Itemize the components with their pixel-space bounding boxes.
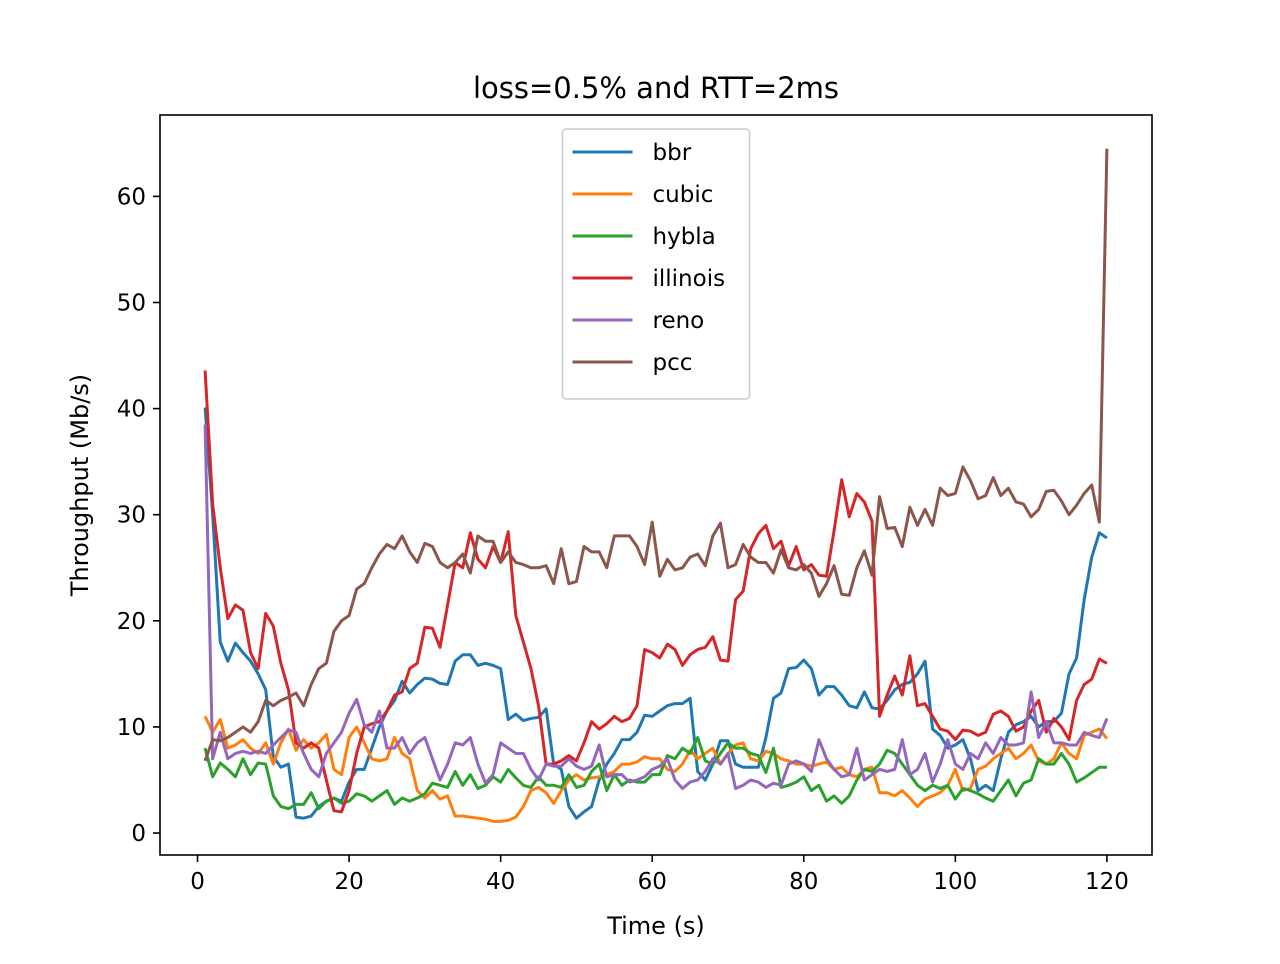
legend-label: illinois <box>653 266 726 292</box>
x-tick-label: 100 <box>933 869 977 895</box>
x-axis-label: Time (s) <box>606 912 705 940</box>
x-tick-label: 80 <box>789 869 818 895</box>
y-tick-label: 20 <box>117 609 146 635</box>
series-line <box>203 148 1109 762</box>
series-line <box>203 736 1107 811</box>
x-tick-label: 60 <box>638 869 667 895</box>
series-line <box>203 715 1109 823</box>
legend-label: bbr <box>653 140 692 166</box>
x-tick-label: 20 <box>334 869 363 895</box>
chart-title: loss=0.5% and RTT=2ms <box>473 71 839 105</box>
y-tick-label: 0 <box>131 821 146 847</box>
series-line <box>203 407 1108 820</box>
y-tick-label: 50 <box>117 290 146 316</box>
y-tick-label: 40 <box>117 397 146 423</box>
legend-box <box>561 128 751 400</box>
series-line <box>203 370 1108 814</box>
y-tick-label: 10 <box>117 715 146 741</box>
y-axis-label: Throughput (Mb/s) <box>66 374 94 597</box>
legend-label: reno <box>653 308 705 334</box>
x-tick-label: 0 <box>190 869 205 895</box>
plot-frame <box>159 114 1153 856</box>
legend-label: cubic <box>653 182 714 208</box>
y-tick-label: 30 <box>117 503 146 529</box>
x-tick-label: 40 <box>486 869 515 895</box>
legend-label: pcc <box>653 350 693 376</box>
legend-label: hybla <box>653 224 716 250</box>
y-tick-label: 60 <box>117 184 146 210</box>
series-line <box>203 424 1109 790</box>
x-tick-label: 120 <box>1085 869 1129 895</box>
